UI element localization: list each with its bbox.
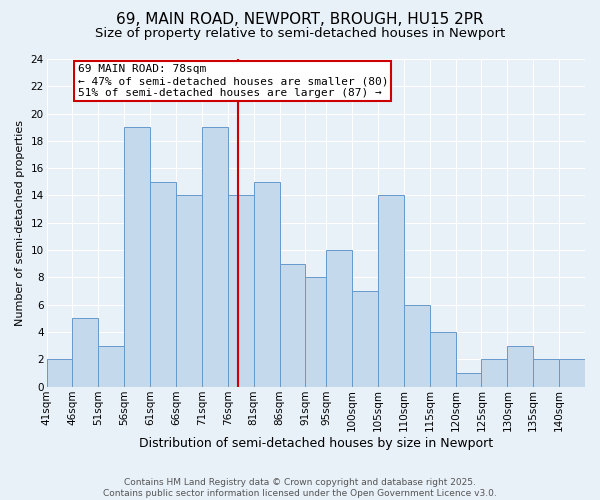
Bar bbox=[150, 182, 176, 386]
Bar bbox=[98, 346, 124, 387]
Bar bbox=[305, 278, 326, 386]
Bar bbox=[124, 127, 150, 386]
Bar bbox=[508, 346, 533, 387]
Bar bbox=[228, 196, 254, 386]
Text: 69 MAIN ROAD: 78sqm
← 47% of semi-detached houses are smaller (80)
51% of semi-d: 69 MAIN ROAD: 78sqm ← 47% of semi-detach… bbox=[77, 64, 388, 98]
Text: 69, MAIN ROAD, NEWPORT, BROUGH, HU15 2PR: 69, MAIN ROAD, NEWPORT, BROUGH, HU15 2PR bbox=[116, 12, 484, 28]
Bar bbox=[326, 250, 352, 386]
Bar bbox=[202, 127, 228, 386]
Bar bbox=[559, 359, 585, 386]
Bar bbox=[280, 264, 305, 386]
Text: Size of property relative to semi-detached houses in Newport: Size of property relative to semi-detach… bbox=[95, 28, 505, 40]
Y-axis label: Number of semi-detached properties: Number of semi-detached properties bbox=[15, 120, 25, 326]
Bar bbox=[254, 182, 280, 386]
Bar bbox=[73, 318, 98, 386]
Bar bbox=[378, 196, 404, 386]
Bar bbox=[430, 332, 455, 386]
Bar bbox=[533, 359, 559, 386]
Text: Contains HM Land Registry data © Crown copyright and database right 2025.
Contai: Contains HM Land Registry data © Crown c… bbox=[103, 478, 497, 498]
Bar bbox=[176, 196, 202, 386]
Bar bbox=[481, 359, 508, 386]
Bar bbox=[455, 373, 481, 386]
Bar bbox=[404, 304, 430, 386]
Bar bbox=[47, 359, 73, 386]
Bar bbox=[352, 291, 378, 386]
X-axis label: Distribution of semi-detached houses by size in Newport: Distribution of semi-detached houses by … bbox=[139, 437, 493, 450]
